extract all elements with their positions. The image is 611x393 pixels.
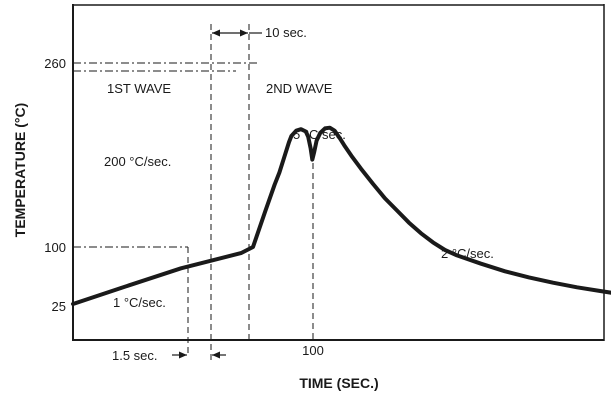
annotation-1-c-per-sec: 1 °C/sec. bbox=[113, 295, 166, 310]
annotation-10-sec: 10 sec. bbox=[265, 25, 307, 40]
annotation-2-c-per-sec: 2 °C/sec. bbox=[441, 246, 494, 261]
annotation-1st-wave: 1ST WAVE bbox=[107, 81, 171, 96]
one-point-five-sec-dimension bbox=[172, 351, 226, 359]
x-tick-label-100: 100 bbox=[302, 343, 324, 358]
temperature-profile-line bbox=[71, 125, 611, 306]
annotation-5-c-per-sec: 5 °C/sec. bbox=[293, 127, 346, 142]
ten-sec-dimension bbox=[212, 29, 262, 37]
annotation-200-c-per-sec: 200 °C/sec. bbox=[104, 154, 171, 169]
x-axis-title: TIME (SEC.) bbox=[299, 375, 378, 391]
annotation-1-5-sec: 1.5 sec. bbox=[112, 348, 158, 363]
y-tick-label-100: 100 bbox=[44, 240, 66, 255]
y-tick-label-25: 25 bbox=[52, 299, 66, 314]
y-axis-title: TEMPERATURE (°C) bbox=[12, 103, 28, 237]
annotation-2nd-wave: 2ND WAVE bbox=[266, 81, 333, 96]
y-tick-label-260: 260 bbox=[44, 56, 66, 71]
